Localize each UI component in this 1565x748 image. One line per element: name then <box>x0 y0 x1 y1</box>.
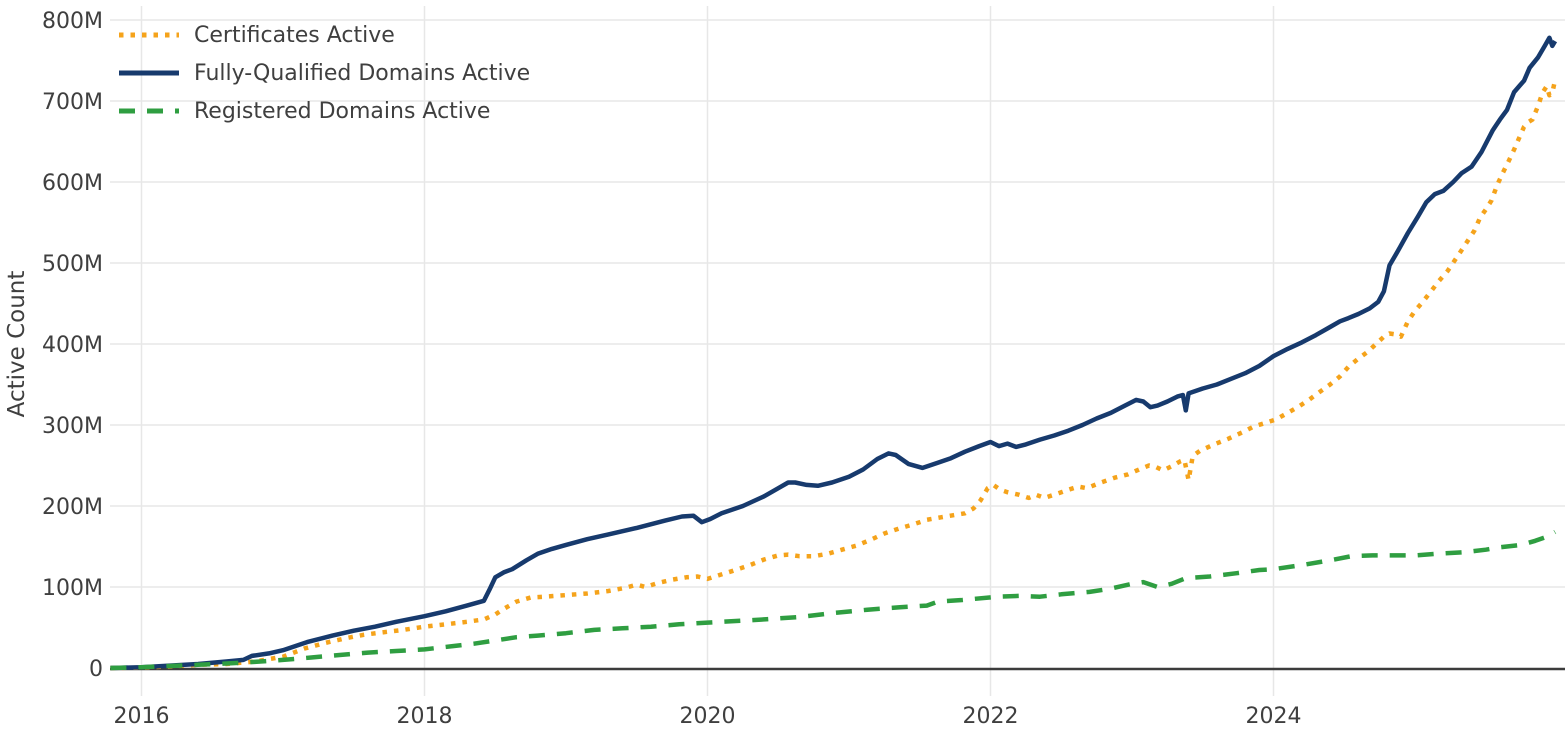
legend: Certificates Active Fully-Qualified Doma… <box>117 16 530 130</box>
series-line-0[interactable] <box>110 79 1558 671</box>
y-tick-label: 200M <box>42 495 103 520</box>
gridlines <box>110 6 1565 696</box>
legend-swatch-dotted-icon <box>119 32 179 38</box>
x-tick-label: 2018 <box>397 704 453 729</box>
y-tick-label: 0 <box>89 657 103 682</box>
y-tick-label: 600M <box>42 171 103 196</box>
legend-label: Fully-Qualified Domains Active <box>194 60 531 86</box>
y-tick-label: 700M <box>42 90 103 115</box>
legend-item-registered-domains-active[interactable]: Registered Domains Active <box>117 92 530 130</box>
x-tick-label: 2016 <box>114 704 170 729</box>
tick-labels: 0 100M 200M 300M 400M 500M 600M 700M 800M 2016 201… <box>42 9 1301 729</box>
y-tick-label: 500M <box>42 252 103 277</box>
legend-item-certificates-active[interactable]: Certificates Active <box>117 16 530 54</box>
data-series <box>110 35 1558 671</box>
x-tick-label: 2020 <box>680 704 736 729</box>
legend-item-fully-qualified-domains-active[interactable]: Fully-Qualified Domains Active <box>117 54 530 92</box>
legend-label: Registered Domains Active <box>194 98 491 124</box>
y-axis-title: Active Count <box>4 271 30 418</box>
legend-swatch-solid-icon <box>119 70 179 76</box>
series-line-2[interactable] <box>110 529 1557 671</box>
y-tick-label: 100M <box>42 576 103 601</box>
series-line-1[interactable] <box>110 35 1558 671</box>
y-tick-label: 400M <box>42 333 103 358</box>
x-tick-label: 2024 <box>1246 704 1302 729</box>
y-tick-label: 300M <box>42 414 103 439</box>
y-tick-label: 800M <box>42 9 103 34</box>
legend-label: Certificates Active <box>194 22 395 48</box>
x-tick-label: 2022 <box>963 704 1019 729</box>
legend-swatch-dashed-icon <box>119 108 179 114</box>
